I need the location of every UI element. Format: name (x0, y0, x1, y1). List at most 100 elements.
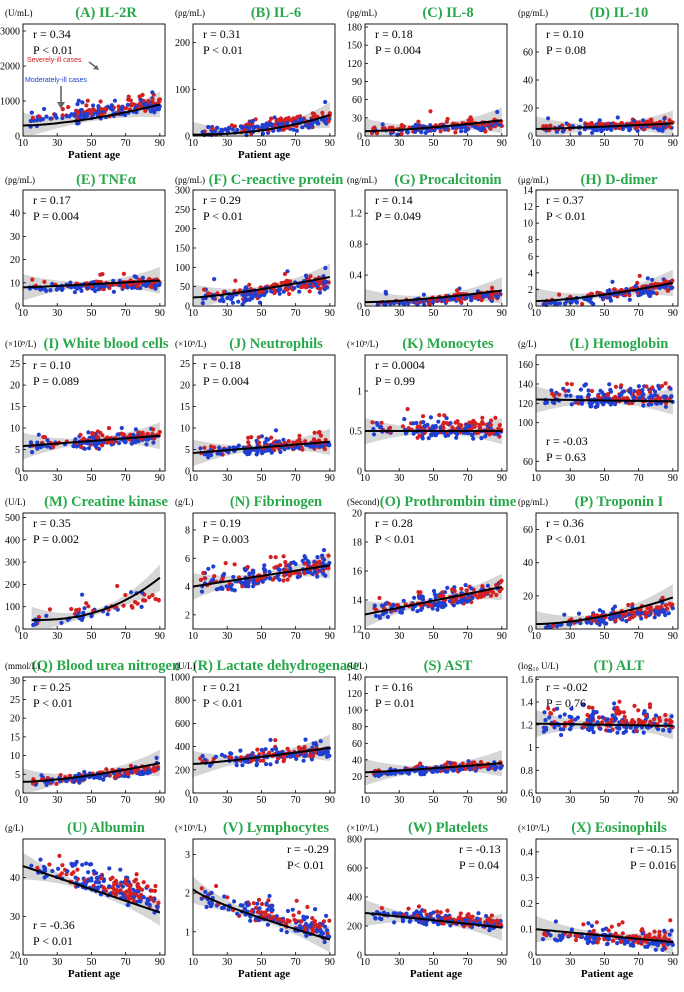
data-point-moderate (145, 437, 150, 442)
data-point-severe (466, 118, 471, 123)
x-tick-label: 90 (668, 308, 678, 319)
regression-line (364, 586, 503, 616)
data-point-moderate (50, 868, 55, 874)
data-point-moderate (589, 725, 594, 730)
stat-r-value: r = 0.29 (203, 193, 241, 207)
panel-title: (K) Monocytes (402, 336, 494, 352)
data-point-moderate (134, 110, 139, 115)
data-point-moderate (498, 766, 503, 771)
data-point-severe (303, 561, 308, 566)
data-point-severe (145, 884, 150, 889)
panel-H: (H) D-dimer(μg/mL)10 30 50 70 9002468101214r… (518, 172, 679, 319)
data-point-severe (258, 758, 263, 763)
x-axis-label: Patient age (238, 149, 290, 161)
data-point-moderate (76, 610, 81, 615)
x-tick-label: 30 (222, 795, 232, 806)
data-point-severe (582, 724, 587, 730)
stat-p-value: P = 0.99 (375, 374, 415, 388)
data-point-severe (644, 614, 649, 619)
panel-title: (M) Creatine kinase (44, 494, 168, 510)
plot-frame (22, 189, 166, 307)
data-point-severe (282, 441, 287, 446)
data-point-severe (478, 760, 484, 765)
x-tick-label: 30 (565, 631, 575, 642)
data-point-severe (311, 437, 317, 442)
plot-frame (22, 23, 166, 137)
x-tick-label: 70 (121, 957, 131, 968)
data-point-moderate (321, 571, 326, 576)
data-point-severe (212, 445, 217, 450)
x-tick-label: 70 (634, 308, 644, 319)
data-point-moderate (244, 901, 249, 906)
data-point-moderate (315, 574, 320, 579)
data-point-moderate (226, 450, 231, 455)
data-point-severe (323, 437, 328, 443)
data-point-severe (121, 271, 126, 276)
data-point-severe (223, 561, 228, 566)
data-point-severe (659, 383, 665, 389)
data-point-moderate (54, 287, 59, 292)
regression-line (535, 122, 673, 130)
stat-r-value: r = 0.10 (546, 27, 584, 41)
data-point-moderate (557, 301, 563, 306)
y-unit-label: (μg/mL) (518, 175, 548, 185)
data-point-moderate (56, 866, 61, 871)
data-point-moderate (157, 281, 162, 286)
data-point-severe (42, 279, 47, 284)
plot-frame (535, 354, 679, 472)
data-point-severe (304, 283, 309, 288)
data-point-severe (454, 288, 460, 293)
plot-frame (364, 676, 508, 794)
data-point-moderate (443, 603, 448, 608)
x-tick-label: 50 (256, 473, 266, 484)
data-point-moderate (620, 126, 626, 132)
data-point-moderate (578, 621, 583, 626)
data-point-severe (293, 918, 298, 923)
data-point-moderate (645, 290, 650, 296)
y-unit-label: (g/L) (175, 497, 194, 507)
data-point-moderate (243, 568, 248, 573)
y-tick-label: 16 (352, 567, 362, 578)
y-tick-label: 40 (10, 209, 20, 220)
x-tick-label: 90 (668, 795, 678, 806)
data-point-severe (259, 901, 265, 907)
data-point-severe (41, 434, 46, 440)
data-point-severe (494, 592, 499, 598)
data-point-moderate (546, 116, 551, 121)
data-point-moderate (385, 772, 390, 777)
y-unit-label: (pg/mL) (175, 8, 205, 18)
data-point-severe (637, 721, 642, 726)
data-point-severe (114, 605, 119, 610)
data-point-moderate (264, 901, 269, 906)
data-point-moderate (276, 566, 281, 572)
data-point-moderate (244, 286, 249, 291)
legend-moderate: Moderately-ill cases (25, 77, 87, 84)
x-tick-label: 10 (360, 473, 370, 484)
x-tick-label: 90 (668, 631, 678, 642)
y-tick-label: 2 (185, 610, 190, 621)
y-tick-label: 25 (180, 359, 190, 370)
data-point-moderate (641, 392, 646, 397)
data-point-moderate (48, 288, 53, 293)
data-point-moderate (608, 389, 614, 394)
data-point-severe (642, 719, 648, 724)
y-tick-label: 14 (523, 186, 533, 197)
data-point-moderate (493, 767, 498, 772)
x-tick-label: 50 (599, 473, 609, 484)
data-point-moderate (44, 782, 49, 788)
data-point-moderate (38, 857, 43, 862)
data-point-moderate (220, 586, 225, 592)
data-point-moderate (619, 392, 624, 397)
x-tick-label: 50 (599, 631, 609, 642)
data-point-severe (635, 389, 640, 394)
data-point-moderate (200, 753, 205, 759)
stat-p-value: P < 0.01 (546, 532, 586, 546)
data-point-severe (198, 577, 203, 583)
data-point-moderate (653, 713, 659, 718)
plot-frame (535, 676, 679, 794)
x-tick-label: 50 (86, 631, 96, 642)
data-point-moderate (477, 126, 482, 131)
data-point-moderate (327, 560, 332, 566)
data-point-severe (285, 577, 290, 582)
